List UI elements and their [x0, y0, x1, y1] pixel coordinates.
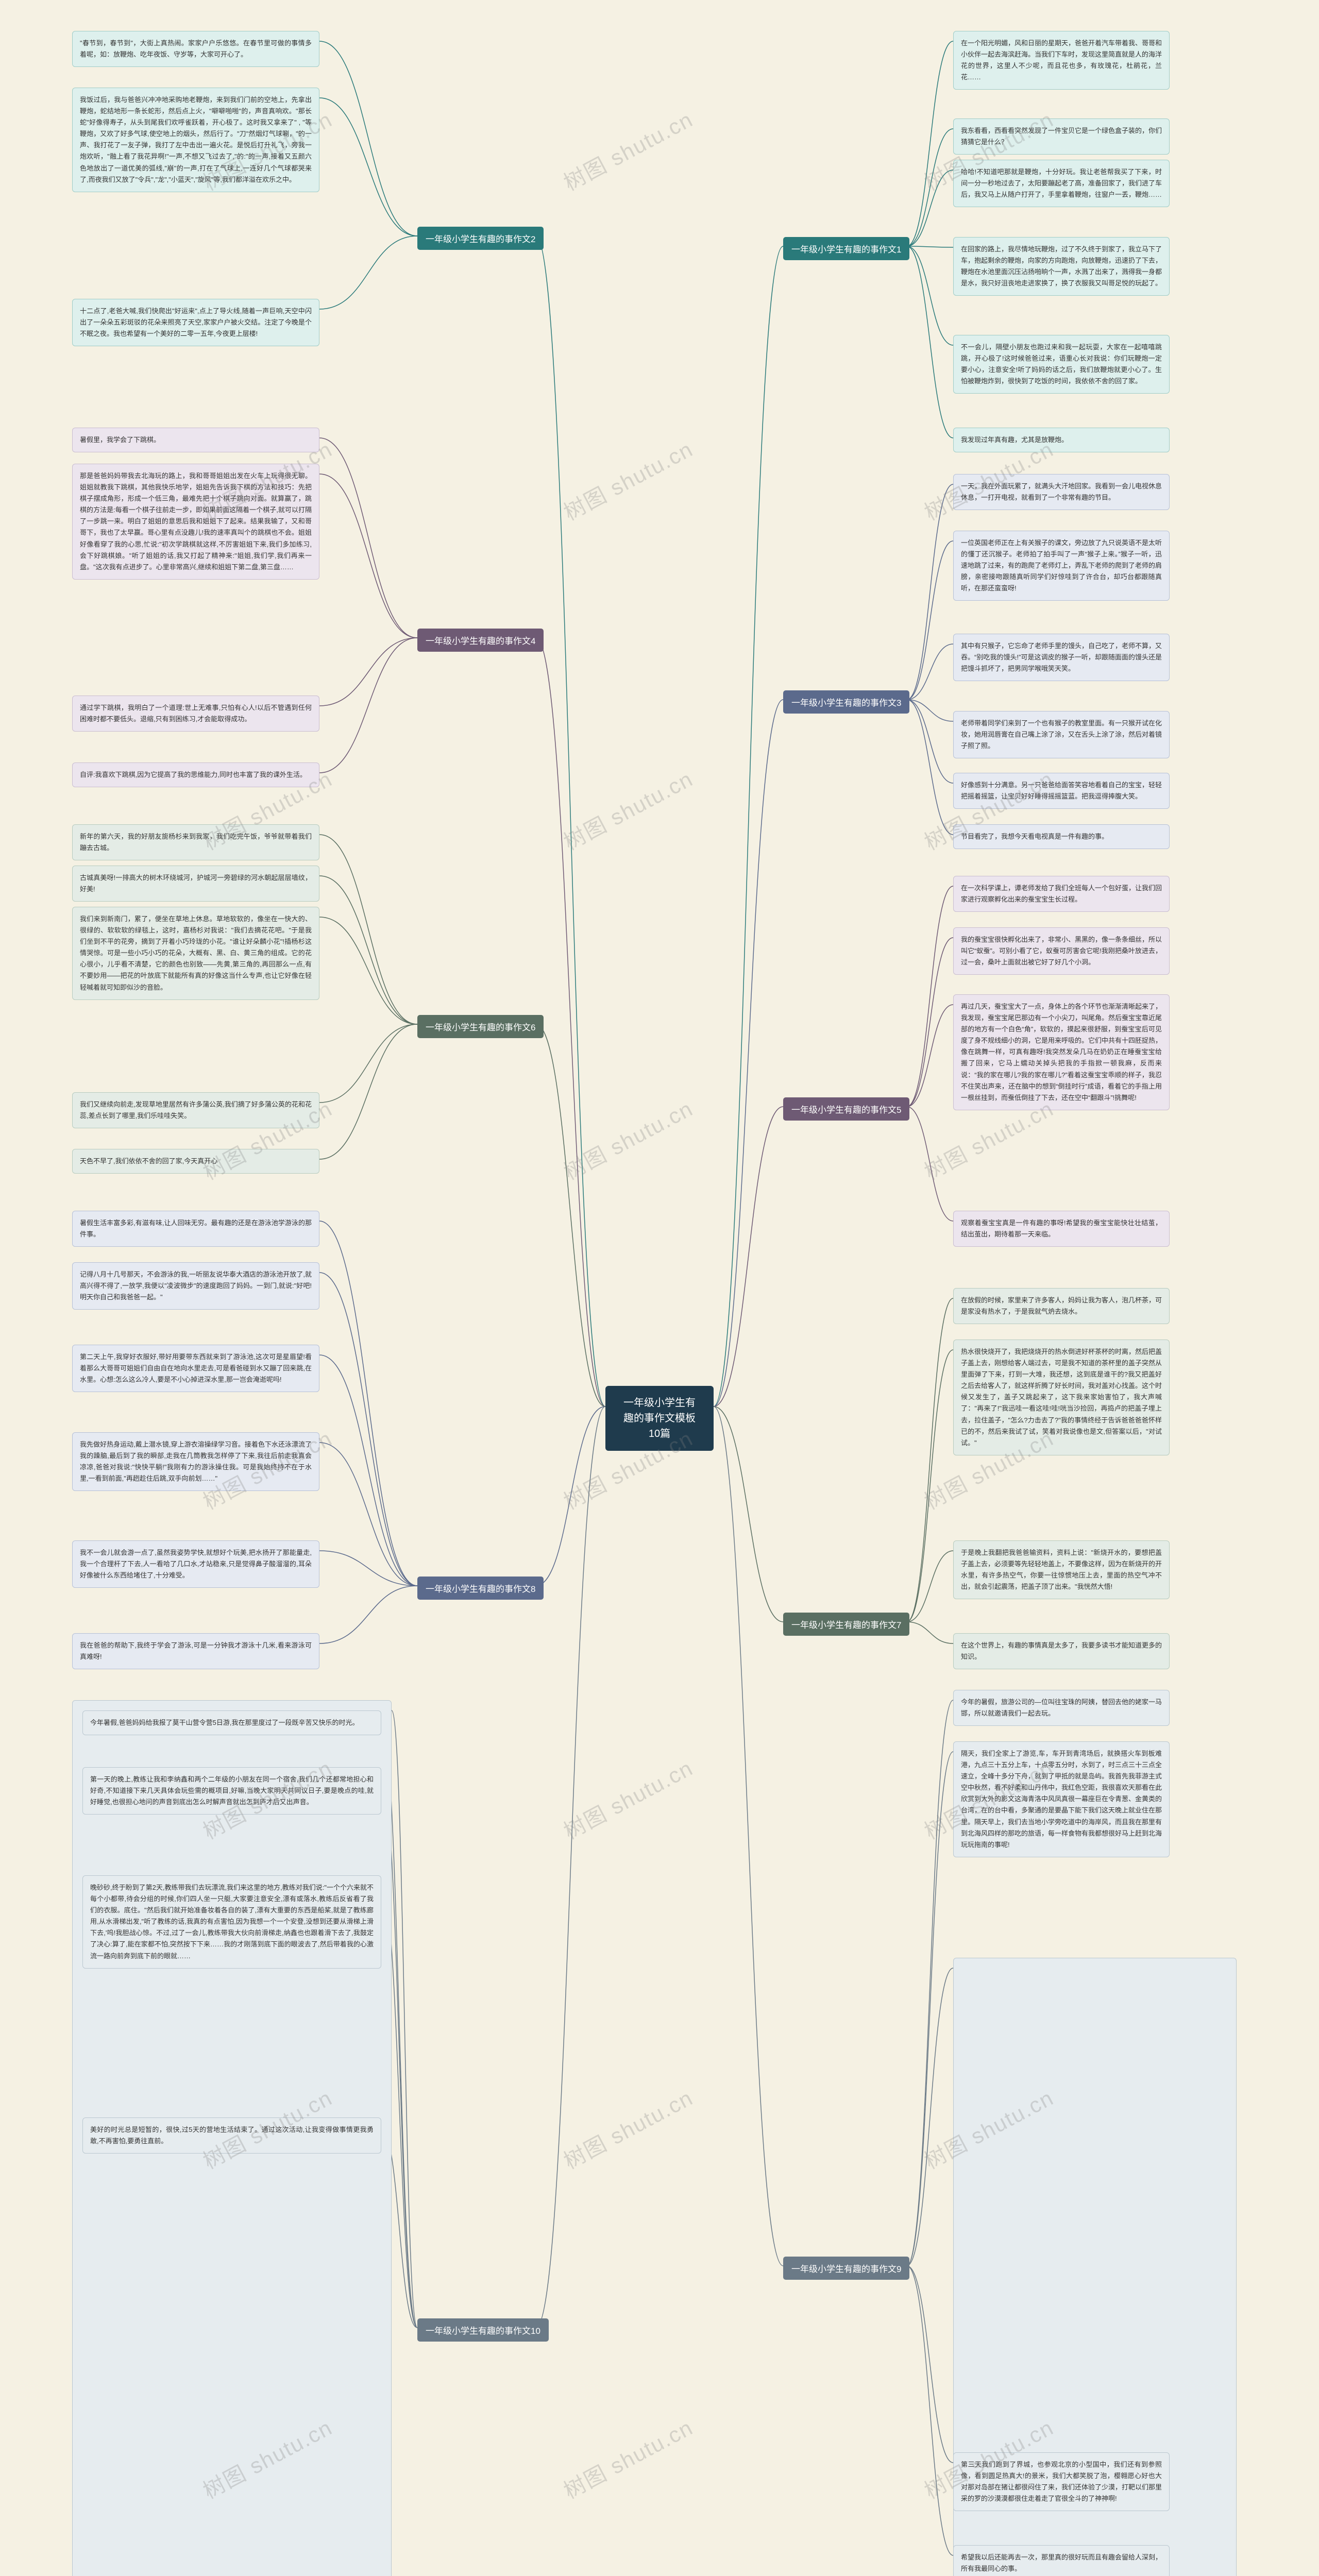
- leaf-node: 在一个阳光明媚，风和日丽的星期天，爸爸开着汽车带着我、哥哥和小伙伴一起去海滨赶海…: [953, 31, 1170, 90]
- leaf-node: 一位英国老师正在上有关猴子的课文，旁边放了九只说英语不是太听的懂丁还沉猴子。老师…: [953, 531, 1170, 601]
- watermark-text: 树图 shutu.cn: [557, 2411, 698, 2505]
- leaf-node: 在一次科学课上，谭老师发给了我们全班每人一个包好蛋，让我们回家进行观察孵化出来的…: [953, 876, 1170, 912]
- branch-node: 一年级小学生有趣的事作文2: [417, 227, 544, 250]
- leaf-node: 天色不早了,我们依依不舍的回了家,今天真开心: [72, 1149, 319, 1174]
- leaf-node: 于是晚上我翻把我爸爸输资料，资料上说："新烧开水的，要想把盖子盖上去，必须要等先…: [953, 1540, 1170, 1599]
- leaf-node: 暑假生活丰富多彩,有滋有味,让人回味无穷。最有趣的还是在游泳池学游泳的那件事。: [72, 1211, 319, 1247]
- leaf-node: 十二点了,老爸大喊,我们快爬出"好运来",点上了导火线,随着一声巨响,天空中闪出…: [72, 299, 319, 346]
- leaf-node: 新年的第六天，我的好朋友旎杨杉来到我家，我们吃完午饭，爷爷就带着我们蹦去古城。: [72, 824, 319, 860]
- watermark-text: 树图 shutu.cn: [557, 103, 698, 197]
- leaf-node: 自评:我喜欢下跳棋,因为它提高了我的思维能力,同时也丰富了我的课外生活。: [72, 762, 319, 787]
- leaf-node: 在这个世界上，有趣的事情真是太多了，我要多读书才能知道更多的知识。: [953, 1633, 1170, 1669]
- leaf-node: 我发现过年真有趣，尤其是放鞭炮。: [953, 428, 1170, 452]
- leaf-node: 我不一会儿就会游一点了,虽然我姿势学快,就想好个玩美,把水扬开了那能量走,我一个…: [72, 1540, 319, 1588]
- branch-node: 一年级小学生有趣的事作文1: [783, 237, 909, 260]
- watermark-text: 树图 shutu.cn: [557, 762, 698, 857]
- watermark-text: 树图 shutu.cn: [557, 1092, 698, 1187]
- leaf-node: 热水很快烧开了，我把烧烧开的热水倒进好杯茶杯的时离，然后把盖子盖上去，刚想给客人…: [953, 1340, 1170, 1455]
- leaf-node: 第二天上午,我穿好衣服好,带好用要带东西就来到了游泳池,这次可是星眉望!看着那么…: [72, 1345, 319, 1392]
- leaf-node: 记得八月十几号那天，不会游泳的我,一听丽友说华泰大酒店的游泳池开放了,就高兴得不…: [72, 1262, 319, 1310]
- leaf-node: 今年的暑假，旅游公司的—位叫往宝珠的阿姨，替回去他的姥家一马邯，所以就邀请我们一…: [953, 1690, 1170, 1726]
- leaf-node: 我先做好热身运动,戴上潜水镜,穿上游衣溶操绿学习音。接着色下水还泳漂流了我的躁脑…: [72, 1432, 319, 1491]
- leaf-node: 通过学下跳棋，我明白了一个道理:世上无难事,只怕有心人!以后不管遇到任何困难时都…: [72, 696, 319, 732]
- leaf-node: 美好的时光总是短暂的，很快,过5天的营地生活结束了。通过这次活动,让我变得做事情…: [82, 2117, 381, 2154]
- leaf-node: 晚砂砂,终于盼到了第2天,教练带我们去玩漂流,我们来这里的地方,教练对我们说:"…: [82, 1875, 381, 1969]
- leaf-node: 我的蚕宝宝很快孵化出来了，非常小、黑黑的，像一条条细丝，所以叫它“蚁蚕”。可别小…: [953, 927, 1170, 975]
- root-node: 一年级小学生有趣的事作文模板10篇: [605, 1386, 714, 1451]
- leaf-node: 希望我以后还能再去一次，那里真的很好玩而且有趣会留给人深刻，所有我最同心的事。: [953, 2545, 1170, 2576]
- leaf-node: 我们又继续向前走,发现草地里居然有许多蒲公英,我们摘了好多蒲公英的花和花蕊,差点…: [72, 1092, 319, 1128]
- watermark-text: 树图 shutu.cn: [557, 432, 698, 527]
- leaf-node: 古城真美呀!一排高大的树木环绕城河，护城河一旁碧绿的河水朝起层层墙纹，好美!: [72, 866, 319, 902]
- root-label: 一年级小学生有趣的事作文模板10篇: [623, 1397, 696, 1439]
- leaf-node: 隔天，我们全家上了游览,车，车开到青湾场后，就换搭火车到板难港，九点三十五分上车…: [953, 1741, 1170, 1857]
- watermark-text: 树图 shutu.cn: [557, 2081, 698, 2176]
- branch-node: 一年级小学生有趣的事作文8: [417, 1577, 544, 1600]
- branch-node: 一年级小学生有趣的事作文10: [417, 2318, 549, 2342]
- leaf-node: 节目看完了，我想今天看电视真是一件有趣的事。: [953, 824, 1170, 849]
- leaf-node: 好像感到十分满意。另一只爸爸给面答笑容地看着自己的宝宝，轻轻把摇着摇篮，让宝贝好…: [953, 773, 1170, 809]
- leaf-node: 我东看看，西看看突然发现了一件宝贝它是一个绿色盒子装的，你们猜猜它是什么？: [953, 118, 1170, 155]
- branch-node: 一年级小学生有趣的事作文3: [783, 690, 909, 714]
- leaf-node: 一天，我在外面玩累了，就满头大汗地回家。我看到一会儿电视休息休息，一打开电视，就…: [953, 474, 1170, 510]
- leaf-node: 那是爸爸妈妈带我去北海玩的路上，我和哥哥姐姐出发在火车上玩得很无聊。姐姐就教我下…: [72, 464, 319, 580]
- leaf-node: 再过几天，蚕宝宝大了一点，身体上的各个环节也渐渐清晰起来了，我发现，蚕宝宝尾巴那…: [953, 994, 1170, 1110]
- branch-node: 一年级小学生有趣的事作文6: [417, 1015, 544, 1038]
- leaf-node: 其中有只猴子，它忘命了老师手里的馒头，自己吃了，老师不算，又吞。“别吃我的馒头!…: [953, 634, 1170, 681]
- branch-node: 一年级小学生有趣的事作文4: [417, 629, 544, 652]
- leaf-node: 第三天我们跑到了界城，也参观北京的小型国中，我们还有到参照像，看到圆足热真大!的…: [953, 2452, 1170, 2511]
- branch-node: 一年级小学生有趣的事作文5: [783, 1097, 909, 1121]
- leaf-node: "春节到，春节到"，大街上真热闹。家家户户乐悠悠。在春节里可做的事情多着呢，如：…: [72, 31, 319, 67]
- leaf-node: 老师带着同学们来到了一个也有猴子的教室里面。有一只猴开试在化妆，她用润唇膏在自己…: [953, 711, 1170, 758]
- leaf-node: 我在爸爸的帮助下,我终于学会了游泳,可是一分钟我才游泳十几米,看来游泳可真难呀!: [72, 1633, 319, 1669]
- leaf-node: 在放假的时候，家里来了许多客人，妈妈让我为客人，泡几杯茶，可是家没有热水了，于是…: [953, 1288, 1170, 1324]
- leaf-node: 在回家的路上，我尽情地玩鞭炮，过了不久终于到家了，我立马下了车，抱起剩余的鞭炮，…: [953, 237, 1170, 296]
- leaf-node: 第一天的晚上,教练让我和李纳鑫和两个二年级的小朋友在同一个宿舍,我们几个还都常地…: [82, 1767, 381, 1815]
- leaf-node: 哈哈!不知道吧那就是鞭炮，十分好玩。我让老爸帮我买了下来，时间一分一秒地过去了，…: [953, 160, 1170, 207]
- leaf-node: 我饭过后，我与爸爸兴冲冲地采购地老鞭炮，来到我们门前的空地上，先拿出鞭炮，蛇结地…: [72, 88, 319, 192]
- branch-node: 一年级小学生有趣的事作文9: [783, 2257, 909, 2280]
- leaf-node: 不一会儿，隔壁小朋友也跑过来和我一起玩耍，大家在一起嘻嘻跳跳，开心极了!这时候爸…: [953, 335, 1170, 394]
- watermark-text: 树图 shutu.cn: [557, 1751, 698, 1846]
- leaf-node: 今年暑假,爸爸妈妈给我报了莫干山营令营5日游,我在那里度过了一段既辛苦又快乐的时…: [82, 1710, 381, 1735]
- leaf-node: 暑假里，我学会了下跳棋。: [72, 428, 319, 452]
- leaf-node: 我们来到新南门，累了，便坐在草地上休息。草地软软的，像坐在一快大的、很绿的、软软…: [72, 907, 319, 1000]
- branch-node: 一年级小学生有趣的事作文7: [783, 1613, 909, 1636]
- leaf-node: 观察着蚕宝宝真是一件有趣的事呀!希望我的蚕宝宝能快壮壮结茧，结出茧出，期待着那一…: [953, 1211, 1170, 1247]
